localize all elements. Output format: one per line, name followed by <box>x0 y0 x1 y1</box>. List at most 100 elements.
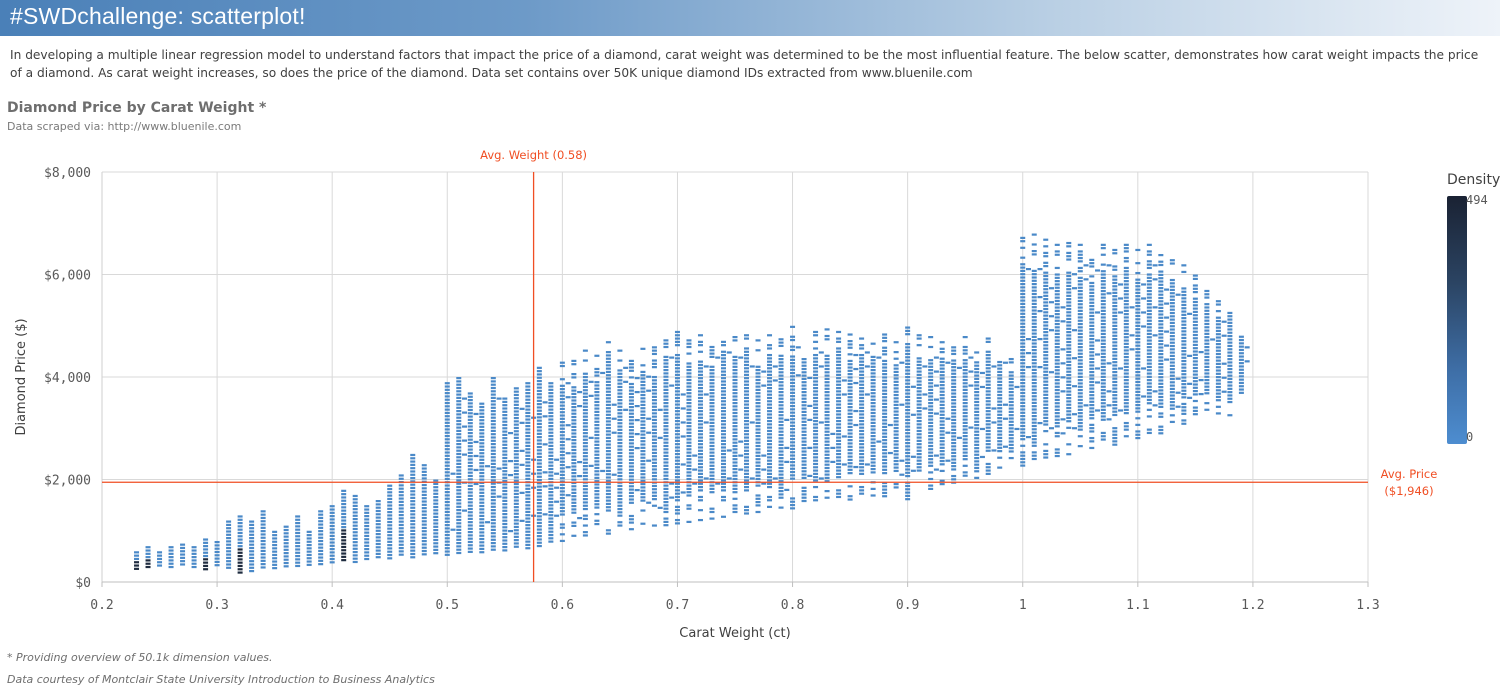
data-point <box>732 398 738 401</box>
data-point <box>628 376 634 379</box>
data-point <box>536 508 542 511</box>
data-point <box>1123 352 1129 355</box>
data-point <box>1054 332 1060 336</box>
data-point <box>640 426 646 430</box>
data-point <box>490 505 496 508</box>
data-point <box>1135 324 1141 327</box>
data-point <box>951 441 957 445</box>
data-point <box>1020 358 1026 362</box>
data-point <box>697 344 703 347</box>
data-point <box>686 471 692 474</box>
data-point <box>1031 421 1037 424</box>
data-point <box>1227 315 1233 318</box>
data-point <box>1077 266 1083 270</box>
data-point <box>974 430 980 433</box>
data-point <box>813 413 819 416</box>
data-point <box>697 363 703 367</box>
data-point <box>456 383 462 386</box>
data-point <box>548 461 554 464</box>
data-point <box>928 411 934 415</box>
data-point <box>859 449 865 452</box>
data-point <box>617 402 623 405</box>
data-point <box>1112 397 1118 400</box>
data-point <box>709 355 715 358</box>
data-point <box>778 414 784 417</box>
data-point <box>767 439 773 442</box>
data-point <box>1135 248 1141 252</box>
data-point <box>640 397 646 400</box>
data-point <box>628 432 634 435</box>
data-point <box>433 548 439 551</box>
avg-weight-label: Avg. Weight (0.58) <box>480 148 587 162</box>
data-point <box>1181 363 1187 366</box>
data-point <box>813 406 819 409</box>
data-point <box>410 457 416 460</box>
data-point <box>203 558 209 561</box>
data-point <box>628 369 634 372</box>
data-point <box>968 426 974 429</box>
data-point <box>836 357 842 360</box>
data-point <box>744 380 750 383</box>
data-point <box>836 469 842 472</box>
data-point <box>1043 314 1049 317</box>
data-point <box>951 346 957 349</box>
data-point <box>640 364 646 367</box>
data-point <box>582 455 588 458</box>
data-point <box>525 441 531 444</box>
data-point <box>939 393 945 397</box>
data-point <box>605 473 611 476</box>
data-point <box>778 447 784 450</box>
data-point <box>1227 334 1233 338</box>
data-point <box>456 429 462 432</box>
data-point <box>824 407 830 410</box>
data-point <box>525 444 531 448</box>
data-point <box>715 482 721 485</box>
data-point <box>1175 293 1181 296</box>
data-point <box>490 396 496 399</box>
data-point <box>1135 354 1141 357</box>
data-point <box>974 470 980 473</box>
data-point <box>951 392 957 395</box>
data-point <box>444 418 450 421</box>
data-point <box>295 521 301 525</box>
data-point <box>559 378 565 381</box>
data-point <box>1135 328 1141 331</box>
data-point <box>1181 313 1187 316</box>
data-point <box>295 548 301 551</box>
data-point <box>548 474 554 477</box>
data-point <box>559 487 565 490</box>
data-point <box>744 449 750 452</box>
data-point <box>1123 402 1129 405</box>
data-point <box>847 389 853 392</box>
data-point <box>387 557 393 560</box>
data-point <box>882 359 888 363</box>
x-tick-label: 0.5 <box>436 598 459 613</box>
data-point <box>882 488 888 491</box>
data-point <box>824 490 830 493</box>
data-point <box>1054 454 1060 458</box>
data-point <box>697 367 703 370</box>
data-point <box>778 391 784 394</box>
data-point <box>1106 292 1112 295</box>
data-point <box>997 400 1003 403</box>
data-point <box>1089 301 1095 304</box>
data-point <box>456 479 462 482</box>
data-point <box>916 390 922 393</box>
data-point <box>974 364 980 367</box>
data-point <box>720 466 726 469</box>
data-point <box>767 485 773 489</box>
data-point <box>1112 413 1118 417</box>
data-point <box>1100 388 1106 392</box>
data-point <box>864 463 870 466</box>
data-point <box>813 330 819 334</box>
data-point <box>1112 387 1118 390</box>
data-point <box>1204 296 1210 299</box>
data-point <box>709 418 715 421</box>
data-point <box>306 543 312 547</box>
data-point <box>836 419 842 423</box>
data-point <box>444 454 450 457</box>
data-point <box>1043 321 1049 324</box>
data-point <box>1227 358 1233 361</box>
data-point <box>605 456 611 459</box>
